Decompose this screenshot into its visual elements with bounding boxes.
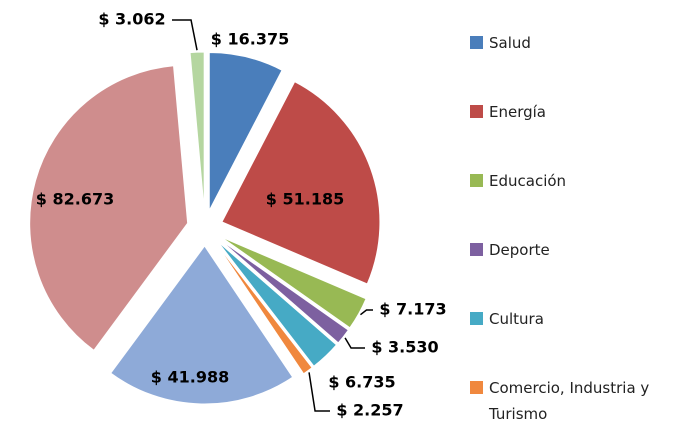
legend-item: Energía: [470, 99, 546, 125]
legend-label: Energía: [489, 103, 546, 121]
legend-label: Deporte: [489, 241, 550, 259]
pie-slice: [189, 51, 205, 211]
data-label: $ 3.530: [371, 338, 438, 357]
legend-label: Cultura: [489, 310, 544, 328]
legend-swatch: [470, 105, 483, 118]
pie-slice: [221, 81, 381, 285]
data-label: $ 2.257: [336, 401, 403, 420]
legend-item: Comercio, Industria y Turismo: [470, 375, 679, 426]
pie-slice: [218, 238, 350, 344]
pie-slice: [29, 65, 189, 351]
pie-slice: [215, 242, 313, 375]
legend-item: Cultura: [470, 306, 544, 332]
pie-slice: [220, 236, 367, 329]
pie-slice: [216, 240, 338, 367]
leader-line: [172, 19, 198, 51]
pie-slice: [110, 245, 294, 405]
leader-line: [360, 309, 373, 316]
legend-label: Educación: [489, 172, 567, 190]
legend-label: Comercio, Industria y Turismo: [489, 379, 650, 423]
data-label: $ 41.988: [151, 368, 229, 387]
data-label: $ 7.173: [379, 300, 446, 319]
legend-item: Deporte: [470, 237, 550, 263]
legend-swatch: [470, 36, 483, 49]
data-label: $ 16.375: [211, 30, 289, 49]
legend-item: Educación: [470, 168, 566, 194]
legend-swatch: [470, 312, 483, 325]
legend-label: Salud: [489, 34, 531, 52]
data-label: $ 3.062: [98, 10, 165, 29]
legend-swatch: [470, 243, 483, 256]
data-label: $ 51.185: [266, 190, 344, 209]
legend-item: Salud: [470, 30, 531, 56]
legend-swatch: [470, 381, 483, 394]
leader-line: [344, 337, 365, 349]
data-label: $ 6.735: [328, 373, 395, 392]
legend-swatch: [470, 174, 483, 187]
pie-slice: [208, 52, 283, 211]
leader-line: [308, 372, 330, 412]
data-label: $ 82.673: [36, 190, 114, 209]
